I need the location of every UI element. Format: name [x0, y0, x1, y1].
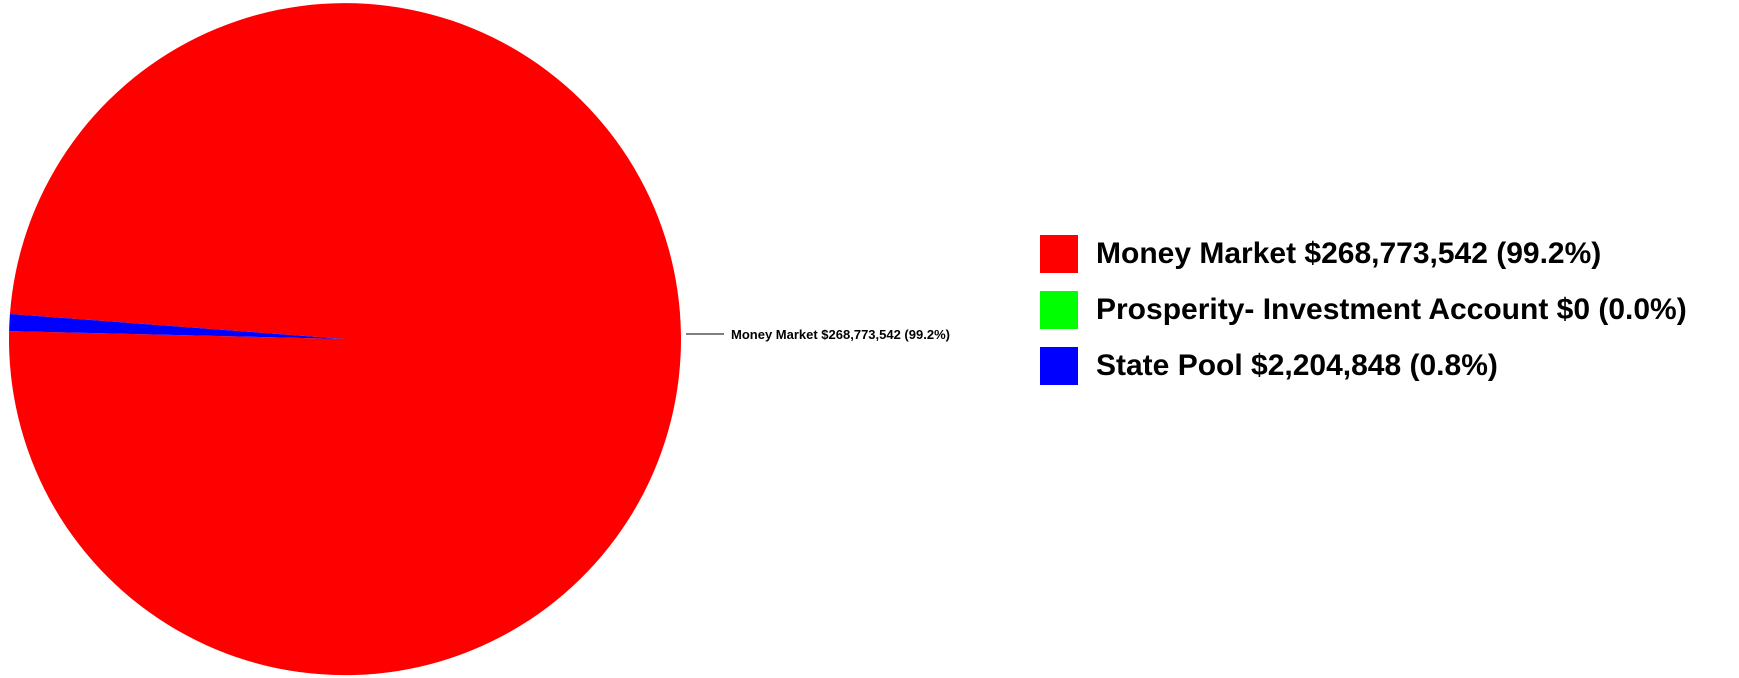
- pie-slice-state-pool: [9, 313, 346, 339]
- legend-swatch-state-pool: [1040, 347, 1078, 385]
- slice-label-money-market: Money Market $268,773,542 (99.2%): [731, 327, 950, 342]
- pie-slices: [8, 3, 681, 676]
- legend-label-money-market: Money Market $268,773,542 (99.2%): [1096, 237, 1602, 270]
- pie-slice-money-market: [8, 3, 681, 676]
- legend-item-state-pool: State Pool $2,204,848 (0.8%): [1040, 347, 1687, 385]
- legend-swatch-money-market: [1040, 235, 1078, 273]
- legend-swatch-prosperity-investment: [1040, 291, 1078, 329]
- legend-item-money-market: Money Market $268,773,542 (99.2%): [1040, 235, 1687, 273]
- legend-label-state-pool: State Pool $2,204,848 (0.8%): [1096, 349, 1498, 382]
- chart-legend: Money Market $268,773,542 (99.2%) Prospe…: [1040, 235, 1687, 403]
- legend-label-prosperity-investment: Prosperity- Investment Account $0 (0.0%): [1096, 293, 1687, 326]
- legend-item-prosperity-investment: Prosperity- Investment Account $0 (0.0%): [1040, 291, 1687, 329]
